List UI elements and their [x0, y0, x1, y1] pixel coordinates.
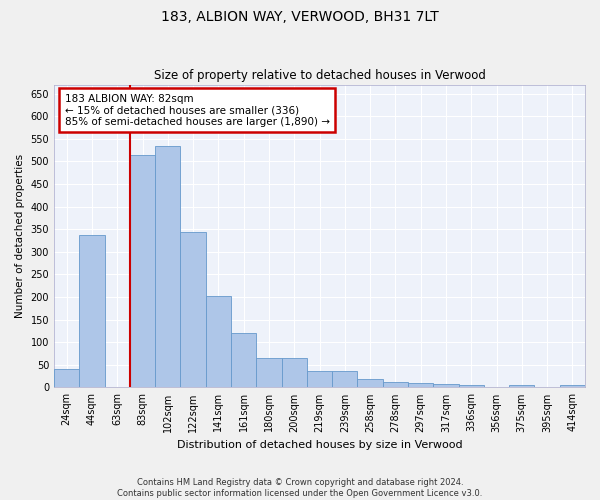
Text: 183 ALBION WAY: 82sqm
← 15% of detached houses are smaller (336)
85% of semi-det: 183 ALBION WAY: 82sqm ← 15% of detached …: [65, 94, 329, 127]
Bar: [155, 146, 181, 388]
Bar: [206, 296, 231, 388]
Title: Size of property relative to detached houses in Verwood: Size of property relative to detached ho…: [154, 69, 485, 82]
Bar: [433, 384, 458, 388]
Bar: [281, 358, 307, 388]
Y-axis label: Number of detached properties: Number of detached properties: [15, 154, 25, 318]
X-axis label: Distribution of detached houses by size in Verwood: Distribution of detached houses by size …: [177, 440, 463, 450]
Bar: [181, 232, 206, 388]
Bar: [358, 380, 383, 388]
Bar: [408, 383, 433, 388]
Bar: [509, 385, 535, 388]
Bar: [256, 358, 281, 388]
Bar: [54, 370, 79, 388]
Bar: [231, 333, 256, 388]
Text: 183, ALBION WAY, VERWOOD, BH31 7LT: 183, ALBION WAY, VERWOOD, BH31 7LT: [161, 10, 439, 24]
Bar: [130, 154, 155, 388]
Bar: [383, 382, 408, 388]
Bar: [79, 234, 104, 388]
Bar: [332, 370, 358, 388]
Bar: [104, 386, 130, 388]
Bar: [458, 385, 484, 388]
Text: Contains HM Land Registry data © Crown copyright and database right 2024.
Contai: Contains HM Land Registry data © Crown c…: [118, 478, 482, 498]
Bar: [307, 370, 332, 388]
Bar: [560, 385, 585, 388]
